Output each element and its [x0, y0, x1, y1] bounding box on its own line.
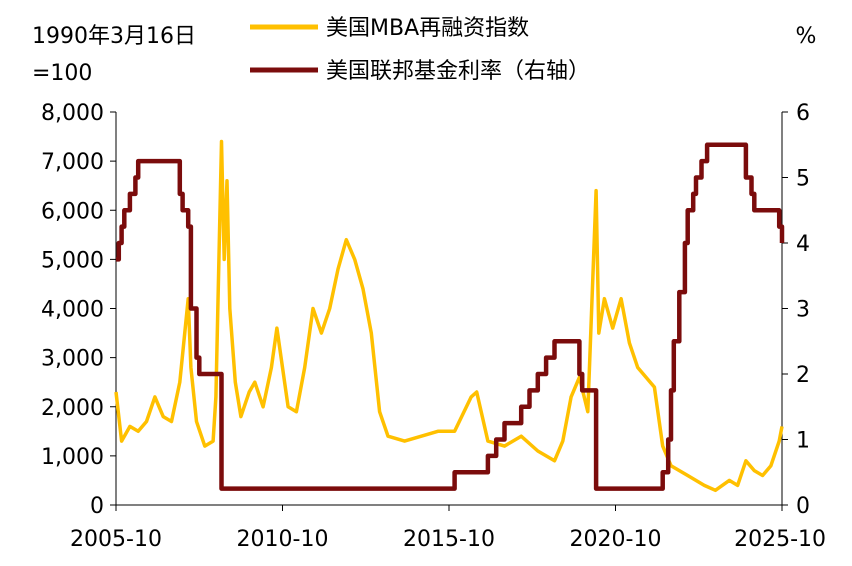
left-tick-label: 8,000 [41, 101, 104, 126]
right-tick-label: 2 [796, 363, 810, 388]
series-fed-funds-rate [115, 142, 785, 491]
refinance-index-line [114, 139, 784, 493]
right-tick-label: 3 [796, 298, 810, 323]
left-tick-label: 1,000 [41, 445, 104, 470]
legend-label-fed-rate: 美国联邦基金利率（右轴） [326, 59, 590, 84]
right-tick-label: 0 [796, 494, 810, 519]
x-axis-ticks: 2005-10 2010-10 2015-10 2020-10 2025-10 [70, 505, 826, 552]
left-tick-label: 2,000 [41, 396, 104, 421]
legend-label-refinance: 美国MBA再融资指数 [326, 16, 529, 41]
right-tick-label: 1 [796, 429, 810, 454]
left-tick-label: 5,000 [41, 248, 104, 273]
x-tick-label: 2005-10 [70, 527, 162, 552]
right-tick-label: 6 [796, 101, 810, 126]
right-axis-ticks: 0 1 2 3 4 5 6 [782, 101, 810, 519]
left-tick-label: 0 [90, 494, 104, 519]
left-tick-label: 7,000 [41, 150, 104, 175]
left-axis-ticks: 0 1,000 2,000 3,000 4,000 5,000 6,000 7,000 8,00… [41, 101, 116, 519]
right-axis-unit: % [796, 24, 817, 49]
x-tick-label: 2025-10 [734, 527, 826, 552]
left-axis-note-line2: =100 [32, 61, 92, 86]
series-refinance-index [114, 139, 784, 493]
x-tick-label: 2010-10 [237, 527, 329, 552]
right-tick-label: 5 [796, 167, 810, 192]
left-tick-label: 6,000 [41, 199, 104, 224]
left-axis-note-line1: 1990年3月16日 [32, 24, 196, 49]
right-tick-label: 4 [796, 232, 810, 257]
series-layer [114, 139, 785, 493]
legend: 美国MBA再融资指数 美国联邦基金利率（右轴） [250, 16, 590, 84]
x-tick-label: 2020-10 [570, 527, 662, 552]
x-tick-label: 2015-10 [403, 527, 495, 552]
left-tick-label: 3,000 [41, 347, 104, 372]
left-tick-label: 4,000 [41, 298, 104, 323]
fed-funds-rate-line [116, 142, 785, 491]
